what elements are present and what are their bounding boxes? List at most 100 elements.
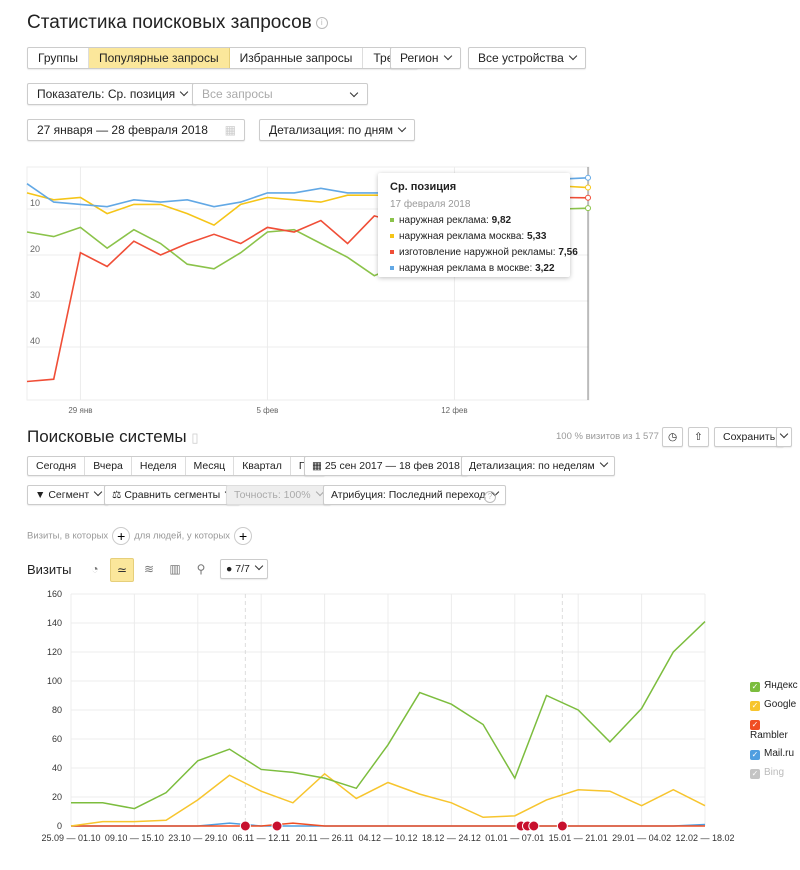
visits-chart[interactable]: 0 20 40 60 80 100 120 140 160 25.09 — 01.10 09.10 … [0,585,740,870]
devices-dropdown[interactable]: Все устройства [468,47,586,69]
holiday-marker [556,820,568,832]
x-tick-label: 29.01 — 04.02 [612,833,671,843]
period-week[interactable]: Неделя [132,457,186,475]
x-tick-label: 25.09 — 01.10 [41,833,100,843]
checkbox-icon[interactable]: ✓ [750,720,760,730]
x-tick-label: 12.02 — 18.02 [675,833,734,843]
tab-popular[interactable]: Популярные запросы [88,48,230,68]
x-tick-label: 23.10 — 29.10 [168,833,227,843]
holiday-marker [271,820,283,832]
series-dot [390,234,394,238]
indicator-dropdown[interactable]: Показатель: Ср. позиция [27,83,198,105]
tooltip-row-label: наружная реклама: [399,215,492,226]
holiday-marker [528,820,540,832]
tab-groups[interactable]: Группы [28,48,89,68]
y-tick-label: 40 [30,336,40,346]
section-title: Поисковые системы ▯ [27,427,199,447]
export-button[interactable]: ⇧ [688,427,709,447]
chart-legend: ✓ Яндекс ✓ Google ✓Rambler ✓ Mail.ru ✓ Bing [750,680,800,786]
detail-dropdown[interactable]: Детализация: по дням [259,119,415,141]
period-quarter[interactable]: Квартал [234,457,291,475]
page-title: Статистика поисковых запросов i [27,12,328,34]
se-detail-label: Детализация: по неделям [469,460,595,472]
period-month[interactable]: Месяц [186,457,235,475]
period-yesterday[interactable]: Вчера [85,457,132,475]
x-tick-label: 04.12 — 10.12 [358,833,417,843]
add-visit-condition-button[interactable]: + [112,527,131,545]
queries-select[interactable]: Все запросы [192,83,368,105]
pie-chart-icon[interactable]: ◔ [91,562,99,576]
legend-label: Mail.ru [764,748,795,759]
chevron-down-icon [179,87,189,97]
attribution-dropdown[interactable]: Атрибуция: Последний переход [323,485,506,505]
hover-point [585,205,591,212]
legend-item[interactable]: ✓Rambler [750,718,800,741]
x-tick-label: 01.01 — 07.01 [485,833,544,843]
x-tick-label: 09.10 — 15.10 [105,833,164,843]
legend-item[interactable]: ✓ Google [750,699,800,711]
accuracy-dropdown[interactable]: Точность: 100% [226,485,331,505]
tooltip-row: наружная реклама: 9,82 [390,215,558,226]
checkbox-icon[interactable]: ✓ [750,701,760,711]
tab-favorites[interactable]: Избранные запросы [230,48,364,68]
save-button[interactable]: Сохранить [714,427,785,447]
bar-chart-icon[interactable]: ▥ [169,562,181,576]
page-title-text: Статистика поисковых запросов [27,12,312,33]
checkbox-icon[interactable]: ✓ [750,750,760,760]
help-icon[interactable]: ? [484,491,496,503]
save-label: Сохранить [723,431,776,443]
tooltip-row-label: наружная реклама москва: [399,231,527,242]
history-button[interactable]: ◷ [662,427,684,447]
add-people-condition-button[interactable]: + [234,527,253,545]
y-tick-label: 80 [52,705,62,715]
series-selector[interactable]: ● 7/7 [220,559,268,579]
checkbox-icon[interactable]: ✓ [750,682,760,692]
se-date-range-button[interactable]: ▦ 25 сен 2017 — 18 фев 2018 [304,456,468,476]
x-tick-label: 20.11 — 26.11 [296,833,354,843]
info-icon[interactable]: i [315,16,328,29]
tooltip-row-label: изготовление наружной рекламы: [399,247,559,258]
filter-people-label: для людей, у которых [134,530,231,542]
chevron-down-icon [93,487,103,497]
y-tick-label: 0 [57,821,62,831]
calendar-icon[interactable]: ▦ [224,123,236,137]
legend-item[interactable]: ✓ Яндекс [750,680,800,692]
legend-item[interactable]: ✓ Mail.ru [750,748,800,760]
clock-icon: ◷ [668,431,678,443]
series-dot [390,250,394,254]
queries-placeholder: Все запросы [202,87,273,101]
date-range-text: 27 января — 28 февраля 2018 [37,123,208,137]
y-tick-label: 30 [30,290,40,300]
upload-icon: ⇧ [694,431,703,443]
chevron-down-icon [599,458,608,468]
date-range-input[interactable]: 27 января — 28 февраля 2018 ▦ [27,119,245,141]
compare-label: Сравнить сегменты [124,489,221,501]
filter-icon: ▼ [35,489,49,501]
segment-filter: Визиты, в которых + для людей, у которых + [27,527,256,545]
tooltip-date: 17 февраля 2018 [390,199,471,210]
y-tick-label: 20 [52,792,62,802]
x-tick-label: 06.11 — 12.11 [232,833,290,843]
x-tick-label: 12 фев [441,406,467,415]
compare-segments-dropdown[interactable]: ⚖ Сравнить сегменты [104,485,241,505]
map-icon[interactable]: ⚲ [196,562,206,576]
se-detail-dropdown[interactable]: Детализация: по неделям [461,456,615,476]
line-chart-icon[interactable]: ≃ [110,558,134,582]
tooltip-row: наружная реклама в москве: 3,22 [390,263,558,274]
save-menu-button[interactable] [776,427,792,447]
checkbox-icon[interactable]: ✓ [750,769,760,779]
series-dot [390,266,394,270]
period-today[interactable]: Сегодня [28,457,86,475]
segment-dropdown[interactable]: ▼ Сегмент [27,485,110,505]
tooltip-row-value: 5,33 [526,231,547,242]
legend-label: Bing [764,767,785,778]
region-dropdown[interactable]: Регион [390,47,461,69]
area-chart-icon[interactable]: ≋ [143,562,155,576]
filter-visits-label: Визиты, в которых [27,530,109,542]
section-title-text: Поисковые системы [27,427,187,446]
accuracy-label: Точность: 100% [234,489,311,501]
legend-item[interactable]: ✓ Bing [750,767,800,779]
bookmark-icon[interactable]: ▯ [191,430,199,445]
x-tick-label: 15.01 — 21.01 [549,833,608,843]
tooltip-row-value: 3,22 [535,263,555,274]
